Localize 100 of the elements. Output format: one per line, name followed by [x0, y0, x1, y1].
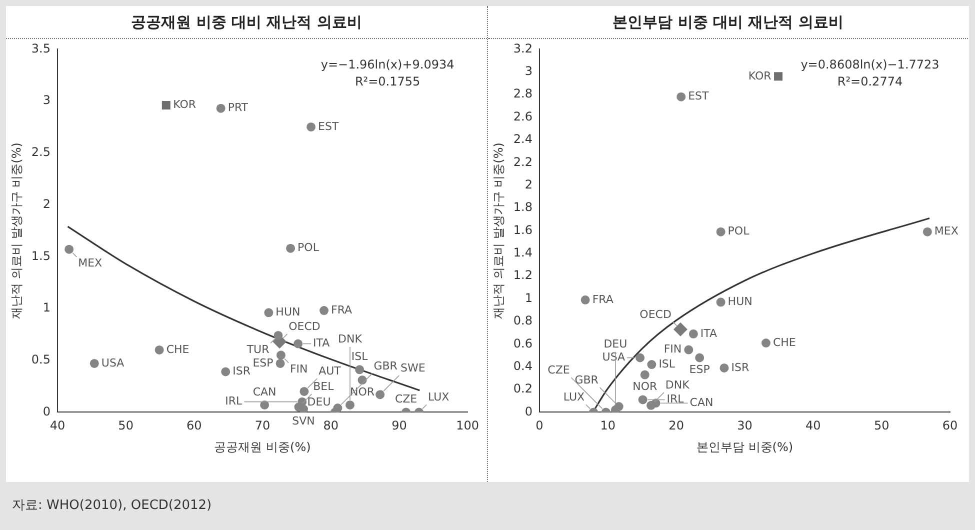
- annotation: FIN: [290, 362, 308, 376]
- annotation: USA: [101, 356, 125, 370]
- y-tick-label: 2.4: [513, 132, 532, 146]
- point: [64, 244, 74, 254]
- point: [355, 365, 364, 374]
- point: [676, 92, 686, 102]
- point: [300, 386, 309, 396]
- annotation: R²=0.1755: [354, 74, 420, 88]
- y-tick-label: 2.2: [513, 154, 532, 169]
- point: [162, 100, 170, 110]
- point: [376, 390, 385, 400]
- y-tick-label: 0.4: [513, 358, 532, 373]
- y-tick-label: 1: [42, 300, 50, 315]
- annotation: IRL: [225, 394, 244, 408]
- annotation: LUX: [563, 390, 585, 404]
- x-axis-title: 본인부담 비중(%): [696, 440, 794, 454]
- text: 자료: WHO(2010), OECD(2012): [12, 498, 212, 513]
- y-tick-label: 2.6: [513, 109, 532, 124]
- annotation: EST: [688, 90, 710, 103]
- y-tick-label: 1.2: [513, 268, 532, 282]
- annotation: DNK: [665, 378, 690, 392]
- annotation: ISL: [658, 357, 676, 370]
- point: [761, 338, 770, 348]
- annotation: FIN: [664, 342, 682, 356]
- annotation: KOR: [173, 98, 196, 112]
- y-axis-title: 재난적 의료비 발생가구 비중(%): [491, 142, 506, 319]
- y-tick-label: 3: [42, 93, 50, 108]
- y-tick-label: 2.5: [31, 145, 50, 160]
- y-tick-label: 0.8: [513, 314, 532, 328]
- annotation: CZE: [548, 364, 570, 377]
- annotation: OECD: [288, 320, 320, 334]
- chart-title: 공공재원 비중 대비 재난적 의료비: [6, 6, 487, 39]
- annotation: ISR: [731, 360, 750, 374]
- annotation: ITA: [700, 326, 718, 340]
- point: [221, 367, 230, 376]
- annotation: POL: [728, 224, 750, 238]
- annotation: ISL: [351, 350, 369, 364]
- point: [774, 72, 783, 81]
- annotation: BEL: [313, 380, 335, 393]
- annotation: LUX: [428, 390, 450, 404]
- y-tick-label: 0: [524, 404, 532, 418]
- y-tick-label: 1: [524, 290, 532, 305]
- point: [276, 358, 285, 368]
- x-tick-label: 10: [600, 418, 616, 433]
- point: [684, 345, 694, 354]
- x-tick-label: 40: [806, 418, 821, 433]
- point: [638, 395, 648, 404]
- annotation: ESP: [252, 356, 274, 370]
- x-tick-label: 50: [874, 418, 890, 433]
- point: [286, 244, 296, 253]
- point: [720, 363, 729, 372]
- y-tick-label: 2: [42, 196, 50, 211]
- point: [216, 104, 226, 113]
- annotation: DEU: [307, 395, 331, 408]
- point: [580, 295, 590, 304]
- annotation: OECD: [640, 308, 672, 321]
- y-tick-label: 2: [524, 177, 532, 192]
- x-tick-label: 90: [392, 418, 407, 433]
- point: [640, 370, 650, 380]
- y-tick-label: 0.5: [31, 352, 50, 366]
- chart-title: 본인부담 비중 대비 재난적 의료비: [488, 6, 968, 39]
- annotation: NOR: [632, 380, 658, 394]
- x-tick-label: 70: [254, 418, 270, 433]
- point: [306, 122, 316, 132]
- annotation: y=0.8608ln(x)−1.7723: [800, 57, 940, 72]
- annotation: AUT: [318, 364, 342, 378]
- point: [673, 322, 688, 336]
- point: [716, 298, 726, 307]
- annotation: IRL: [666, 392, 685, 406]
- point: [636, 353, 645, 362]
- annotation: MEX: [934, 224, 959, 238]
- point: [688, 329, 698, 338]
- annotation: ISR: [232, 364, 251, 378]
- annotation: MEX: [78, 256, 103, 270]
- annotation: ITA: [313, 336, 330, 350]
- annotation: CAN: [690, 396, 714, 409]
- annotation: GBR: [574, 373, 599, 386]
- x-tick-label: 30: [737, 418, 752, 433]
- point: [610, 405, 620, 412]
- annotation: ESP: [689, 363, 710, 376]
- x-tick-label: 50: [118, 418, 134, 433]
- annotation: HUN: [728, 295, 752, 308]
- point: [299, 404, 308, 412]
- x-tick-label: 0: [536, 418, 544, 433]
- annotation: FRA: [331, 303, 353, 316]
- annotation: KOR: [748, 69, 772, 82]
- annotation: DNK: [338, 332, 363, 346]
- point: [922, 227, 932, 236]
- y-tick-label: 0.2: [513, 382, 532, 396]
- y-tick-label: 0.6: [513, 336, 532, 350]
- annotation: HUN: [276, 305, 300, 318]
- point: [345, 400, 354, 410]
- point: [695, 353, 704, 362]
- annotation: TUR: [246, 342, 270, 356]
- y-tick-label: 3.5: [31, 41, 50, 56]
- y-tick-label: 0: [42, 404, 50, 418]
- point: [154, 345, 164, 354]
- annotation: y=−1.96ln(x)+9.0934: [320, 57, 454, 72]
- annotation: EST: [318, 120, 339, 133]
- y-tick-label: 3: [524, 64, 532, 78]
